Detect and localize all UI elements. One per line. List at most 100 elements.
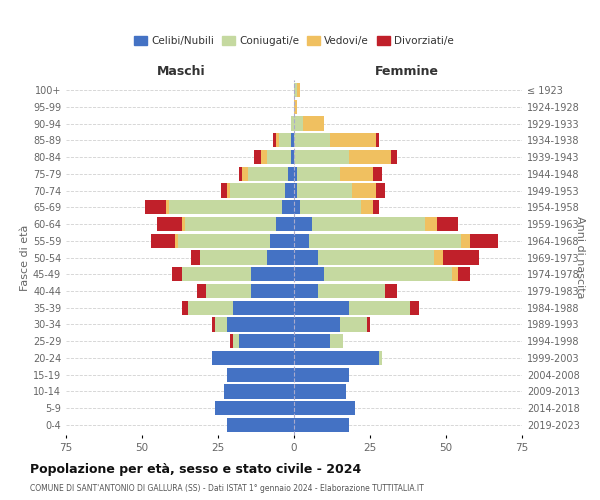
Bar <box>349 300 410 315</box>
Bar <box>251 284 294 298</box>
Bar <box>291 133 294 148</box>
Bar <box>361 200 373 214</box>
Bar <box>269 234 294 248</box>
Bar <box>294 184 297 198</box>
Bar <box>425 217 437 231</box>
Bar <box>297 166 340 181</box>
Bar <box>224 384 294 398</box>
Bar <box>373 166 382 181</box>
Bar <box>461 234 470 248</box>
Bar <box>227 318 294 332</box>
Bar <box>197 284 206 298</box>
Bar <box>319 284 385 298</box>
Bar <box>248 166 288 181</box>
Bar <box>373 200 379 214</box>
Bar <box>282 200 294 214</box>
Bar <box>227 418 294 432</box>
Bar <box>303 116 325 130</box>
Bar <box>233 300 294 315</box>
Bar <box>288 166 294 181</box>
Bar <box>291 116 294 130</box>
Bar <box>297 184 352 198</box>
Bar <box>458 267 470 281</box>
Bar <box>391 150 397 164</box>
Bar <box>340 166 373 181</box>
Bar <box>227 184 230 198</box>
Bar <box>227 368 294 382</box>
Bar <box>182 267 251 281</box>
Bar <box>294 300 349 315</box>
Bar <box>279 133 291 148</box>
Bar <box>294 166 297 181</box>
Bar <box>294 368 349 382</box>
Bar <box>379 351 382 365</box>
Bar <box>285 184 294 198</box>
Legend: Celibi/Nubili, Coniugati/e, Vedovi/e, Divorziati/e: Celibi/Nubili, Coniugati/e, Vedovi/e, Di… <box>130 32 458 50</box>
Bar <box>340 318 367 332</box>
Bar <box>294 250 319 264</box>
Bar <box>191 250 200 264</box>
Bar <box>319 250 434 264</box>
Text: Popolazione per età, sesso e stato civile - 2024: Popolazione per età, sesso e stato civil… <box>30 462 361 475</box>
Bar <box>300 200 361 214</box>
Bar <box>206 284 251 298</box>
Bar <box>294 267 325 281</box>
Bar <box>157 217 182 231</box>
Bar <box>410 300 419 315</box>
Bar <box>251 267 294 281</box>
Bar <box>325 267 452 281</box>
Bar <box>437 217 458 231</box>
Bar <box>312 217 425 231</box>
Bar <box>294 200 300 214</box>
Bar <box>260 150 266 164</box>
Bar <box>212 318 215 332</box>
Bar <box>385 284 397 298</box>
Text: Femmine: Femmine <box>374 66 439 78</box>
Bar <box>239 166 242 181</box>
Text: Maschi: Maschi <box>157 66 206 78</box>
Bar <box>200 250 266 264</box>
Bar <box>145 200 166 214</box>
Bar <box>215 318 227 332</box>
Bar <box>182 217 185 231</box>
Bar <box>242 166 248 181</box>
Bar <box>352 184 376 198</box>
Text: COMUNE DI SANT'ANTONIO DI GALLURA (SS) - Dati ISTAT 1° gennaio 2024 - Elaborazio: COMUNE DI SANT'ANTONIO DI GALLURA (SS) -… <box>30 484 424 493</box>
Bar <box>297 83 300 97</box>
Bar <box>376 133 379 148</box>
Bar <box>151 234 175 248</box>
Bar <box>291 150 294 164</box>
Bar <box>266 250 294 264</box>
Bar <box>294 133 331 148</box>
Bar <box>239 334 294 348</box>
Y-axis label: Anni di nascita: Anni di nascita <box>575 216 585 298</box>
Bar <box>294 234 309 248</box>
Bar <box>276 133 279 148</box>
Bar <box>294 100 297 114</box>
Bar <box>230 334 233 348</box>
Bar <box>294 334 331 348</box>
Bar <box>254 150 260 164</box>
Bar <box>215 401 294 415</box>
Bar <box>169 200 282 214</box>
Bar <box>276 217 294 231</box>
Bar <box>294 116 303 130</box>
Bar <box>182 300 188 315</box>
Bar <box>367 318 370 332</box>
Bar <box>294 418 349 432</box>
Bar <box>443 250 479 264</box>
Bar <box>294 401 355 415</box>
Bar <box>273 133 276 148</box>
Bar <box>266 150 291 164</box>
Bar <box>188 300 233 315</box>
Y-axis label: Fasce di età: Fasce di età <box>20 224 30 290</box>
Bar <box>376 184 385 198</box>
Bar <box>434 250 443 264</box>
Bar <box>294 384 346 398</box>
Bar <box>294 217 312 231</box>
Bar <box>172 267 182 281</box>
Bar <box>230 184 285 198</box>
Bar <box>294 318 340 332</box>
Bar <box>212 351 294 365</box>
Bar <box>349 150 391 164</box>
